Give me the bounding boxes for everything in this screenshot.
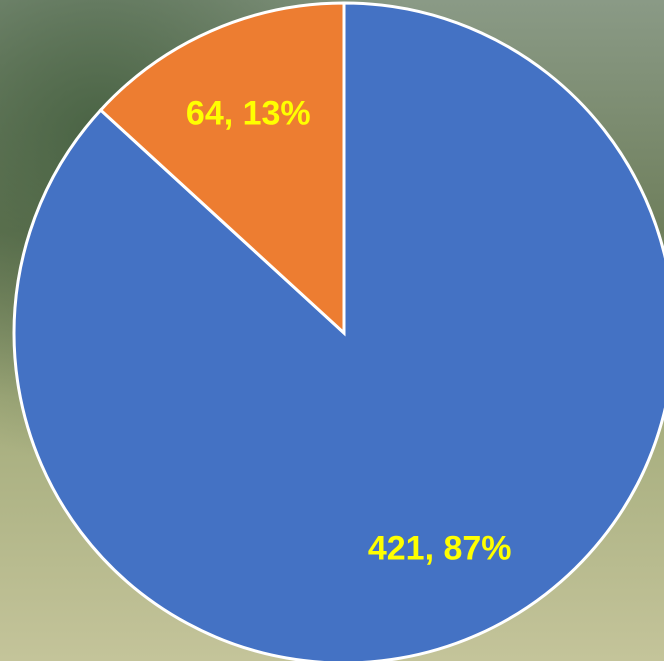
data-label: 64, 13%	[186, 95, 311, 133]
data-label: 421, 87%	[368, 529, 512, 567]
pie: 421, 87% 64, 13%	[14, 3, 664, 661]
page: {"chart_data": {"type": "pie", "values":…	[0, 0, 664, 661]
chart: 421, 87% 64, 13%	[0, 0, 664, 661]
